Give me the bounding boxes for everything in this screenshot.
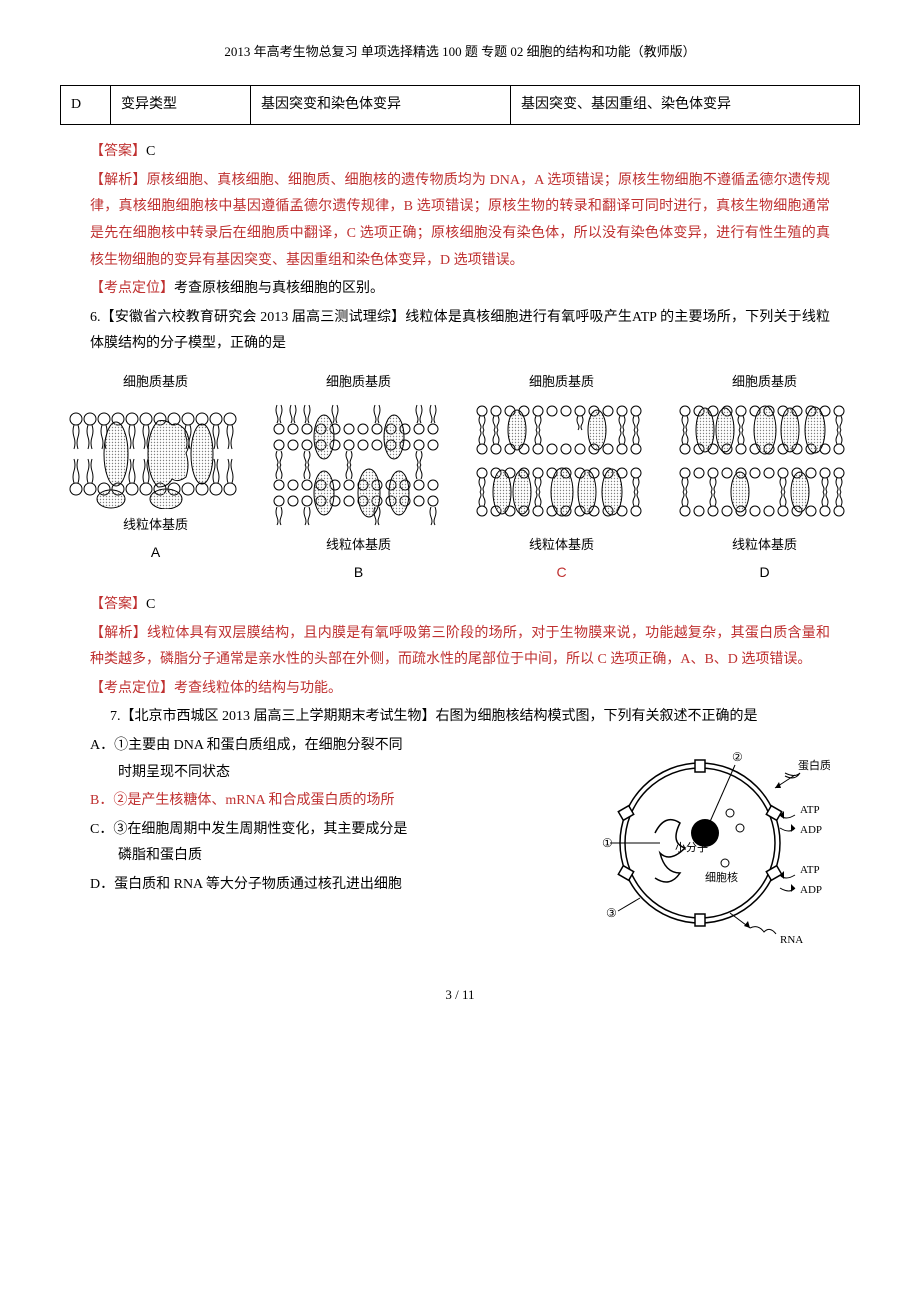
q5-analysis: 【解析】原核细胞、真核细胞、细胞质、细胞核的遗传物质均为 DNA，A 选项错误；…: [90, 168, 830, 274]
membrane-c-icon: [472, 399, 652, 529]
svg-text:蛋白质: 蛋白质: [798, 758, 830, 772]
membrane-diagrams: 细胞质基质: [60, 370, 860, 586]
svg-text:ADP: ADP: [800, 824, 822, 836]
q7-option-a: A．①主要由 DNA 和蛋白质组成，在细胞分裂不同 时期呈现不同状态: [90, 733, 590, 786]
q5-answer: C: [146, 144, 155, 159]
q6-source: 6.【安徽省六校教育研究会 2013 届高三测试理综】: [90, 310, 405, 325]
diagram-letter-a: A: [60, 539, 251, 566]
svg-text:③: ③: [606, 906, 617, 920]
position-label: 【考点定位】: [90, 681, 174, 696]
diagram-letter-b: B: [263, 559, 454, 586]
diagram-b: 细胞质基质: [263, 370, 454, 586]
q5-answer-line: 【答案】C: [90, 139, 830, 166]
q5-position: 【考点定位】考查原核细胞与真核细胞的区别。: [90, 276, 830, 303]
diagram-c: 细胞质基质: [466, 370, 657, 586]
svg-text:细胞核: 细胞核: [705, 870, 738, 884]
q5-position-text: 考查原核细胞与真核细胞的区别。: [174, 281, 384, 296]
analysis-label: 【解析】: [90, 173, 147, 188]
diagram-bottom-label: 线粒体基质: [466, 533, 657, 558]
q7-option-b: B．②是产生核糖体、mRNA 和合成蛋白质的场所: [90, 788, 590, 815]
diagram-top-label: 细胞质基质: [60, 370, 251, 395]
svg-text:小分子: 小分子: [675, 841, 708, 854]
q7-option-c-line2: 磷脂和蛋白质: [90, 843, 590, 870]
q7-option-c-line1: C．③在细胞周期中发生周期性变化，其主要成分是: [90, 817, 590, 844]
diagram-bottom-label: 线粒体基质: [669, 533, 860, 558]
svg-text:RNA: RNA: [780, 934, 803, 946]
nucleus-icon: ① ② ③ 小分子 细胞核 蛋白质 ATP ADP AT: [600, 733, 830, 953]
diagram-top-label: 细胞质基质: [669, 370, 860, 395]
membrane-d-icon: [675, 399, 855, 529]
nucleus-figure: ① ② ③ 小分子 细胞核 蛋白质 ATP ADP AT: [600, 733, 830, 953]
q6-answer: C: [146, 597, 155, 612]
diagram-a: 细胞质基质: [60, 370, 251, 586]
cell-category: 变异类型: [111, 85, 251, 125]
svg-text:①: ①: [602, 836, 613, 850]
diagram-letter-c: C: [466, 559, 657, 586]
q6-position-text: 考查线粒体的结构与功能。: [174, 681, 342, 696]
q6-position: 【考点定位】考查线粒体的结构与功能。: [90, 676, 830, 703]
diagram-top-label: 细胞质基质: [263, 370, 454, 395]
q7-option-a-line1: A．①主要由 DNA 和蛋白质组成，在细胞分裂不同: [90, 733, 590, 760]
q7-options: A．①主要由 DNA 和蛋白质组成，在细胞分裂不同 时期呈现不同状态 B．②是产…: [90, 733, 590, 901]
position-label: 【考点定位】: [90, 281, 174, 296]
answer-label: 【答案】: [90, 144, 146, 159]
cell-eukaryote: 基因突变、基因重组、染色体变异: [511, 85, 860, 125]
q6-answer-line: 【答案】C: [90, 592, 830, 619]
diagram-letter-d: D: [669, 559, 860, 586]
q7-option-a-line2: 时期呈现不同状态: [90, 760, 590, 787]
diagram-d: 细胞质基质: [669, 370, 860, 586]
q7-source: 7.【北京市西城区 2013 届高三上学期期末考试生物】: [110, 709, 436, 724]
membrane-b-icon: [269, 399, 449, 529]
q5-analysis-text: 原核细胞、真核细胞、细胞质、细胞核的遗传物质均为 DNA，A 选项错误；原核生物…: [90, 173, 830, 268]
page-header: 2013 年高考生物总复习 单项选择精选 100 题 专题 02 细胞的结构和功…: [60, 40, 860, 65]
diagram-bottom-label: 线粒体基质: [60, 513, 251, 538]
q7-stem-text: 右图为细胞核结构模式图，下列有关叙述不正确的是: [436, 709, 758, 724]
cell-letter: D: [61, 85, 111, 125]
q7-stem: 7.【北京市西城区 2013 届高三上学期期末考试生物】右图为细胞核结构模式图，…: [90, 704, 830, 731]
diagram-bottom-label: 线粒体基质: [263, 533, 454, 558]
answer-label: 【答案】: [90, 597, 146, 612]
q7-option-c: C．③在细胞周期中发生周期性变化，其主要成分是 磷脂和蛋白质: [90, 817, 590, 870]
cell-prokaryote: 基因突变和染色体变异: [251, 85, 511, 125]
svg-text:ATP: ATP: [800, 804, 820, 816]
page-footer: 3 / 11: [60, 983, 860, 1008]
comparison-table: D 变异类型 基因突变和染色体变异 基因突变、基因重组、染色体变异: [60, 85, 860, 126]
q6-analysis: 【解析】线粒体具有双层膜结构，且内膜是有氧呼吸第三阶段的场所，对于生物膜来说，功…: [90, 621, 830, 674]
table-row: D 变异类型 基因突变和染色体变异 基因突变、基因重组、染色体变异: [61, 85, 860, 125]
q7-option-d: D．蛋白质和 RNA 等大分子物质通过核孔进出细胞: [90, 872, 590, 899]
q6-analysis-text: 线粒体具有双层膜结构，且内膜是有氧呼吸第三阶段的场所，对于生物膜来说，功能越复杂…: [90, 626, 830, 668]
membrane-a-icon: [66, 399, 246, 509]
analysis-label: 【解析】: [90, 626, 147, 641]
svg-text:ATP: ATP: [800, 864, 820, 876]
svg-text:ADP: ADP: [800, 884, 822, 896]
svg-text:②: ②: [732, 750, 743, 764]
q6-stem: 6.【安徽省六校教育研究会 2013 届高三测试理综】线粒体是真核细胞进行有氧呼…: [90, 305, 830, 358]
diagram-top-label: 细胞质基质: [466, 370, 657, 395]
